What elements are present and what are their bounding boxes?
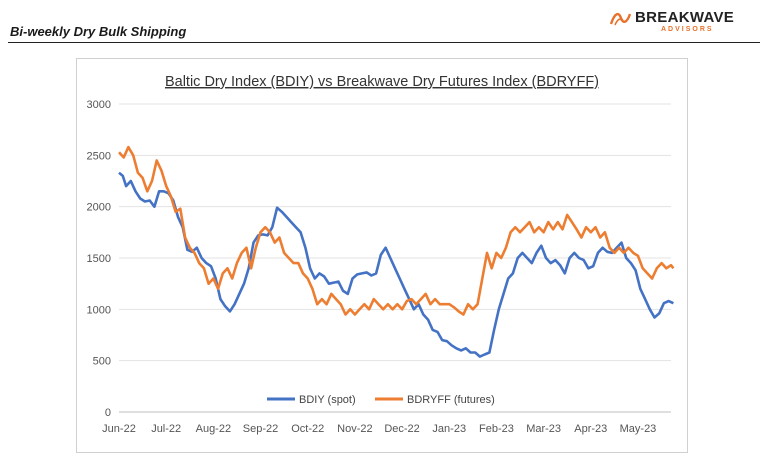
x-tick-label: Nov-22 — [337, 423, 372, 435]
x-tick-label: May-23 — [620, 423, 657, 435]
y-tick-label: 2500 — [87, 150, 111, 162]
x-tick-label: Jul-22 — [151, 423, 181, 435]
logo-subtitle: ADVISORS — [661, 26, 714, 33]
x-tick-label: Mar-23 — [526, 423, 561, 435]
y-tick-label: 1000 — [87, 304, 111, 316]
breakwave-logo: BREAKWAVE ADVISORS — [609, 9, 749, 35]
chart-title: Baltic Dry Index (BDIY) vs Breakwave Dry… — [165, 74, 599, 90]
x-tick-label: Aug-22 — [196, 423, 231, 435]
chart-frame: Baltic Dry Index (BDIY) vs Breakwave Dry… — [76, 58, 688, 453]
header-rule — [8, 42, 760, 43]
legend-label: BDRYFF (futures) — [407, 394, 495, 406]
y-tick-label: 0 — [105, 407, 111, 419]
breakwave-wave-icon — [609, 12, 631, 26]
x-tick-label: Dec-22 — [384, 423, 419, 435]
y-tick-label: 2000 — [87, 202, 111, 214]
x-tick-label: Jun-22 — [102, 423, 136, 435]
series-line-bdiy — [118, 171, 674, 358]
x-tick-label: Oct-22 — [291, 423, 324, 435]
x-tick-label: Apr-23 — [574, 423, 607, 435]
series-line-bdryff — [118, 145, 675, 316]
y-tick-label: 3000 — [87, 99, 111, 111]
x-tick-label: Feb-23 — [479, 423, 514, 435]
x-tick-label: Jan-23 — [432, 423, 466, 435]
x-tick-label: Sep-22 — [243, 423, 278, 435]
line-chart: Baltic Dry Index (BDIY) vs Breakwave Dry… — [87, 74, 675, 435]
y-tick-label: 500 — [93, 356, 111, 368]
report-title: Bi-weekly Dry Bulk Shipping — [10, 24, 187, 39]
legend-label: BDIY (spot) — [299, 394, 356, 406]
logo-name: BREAKWAVE — [635, 9, 735, 26]
y-tick-label: 1500 — [87, 253, 111, 265]
